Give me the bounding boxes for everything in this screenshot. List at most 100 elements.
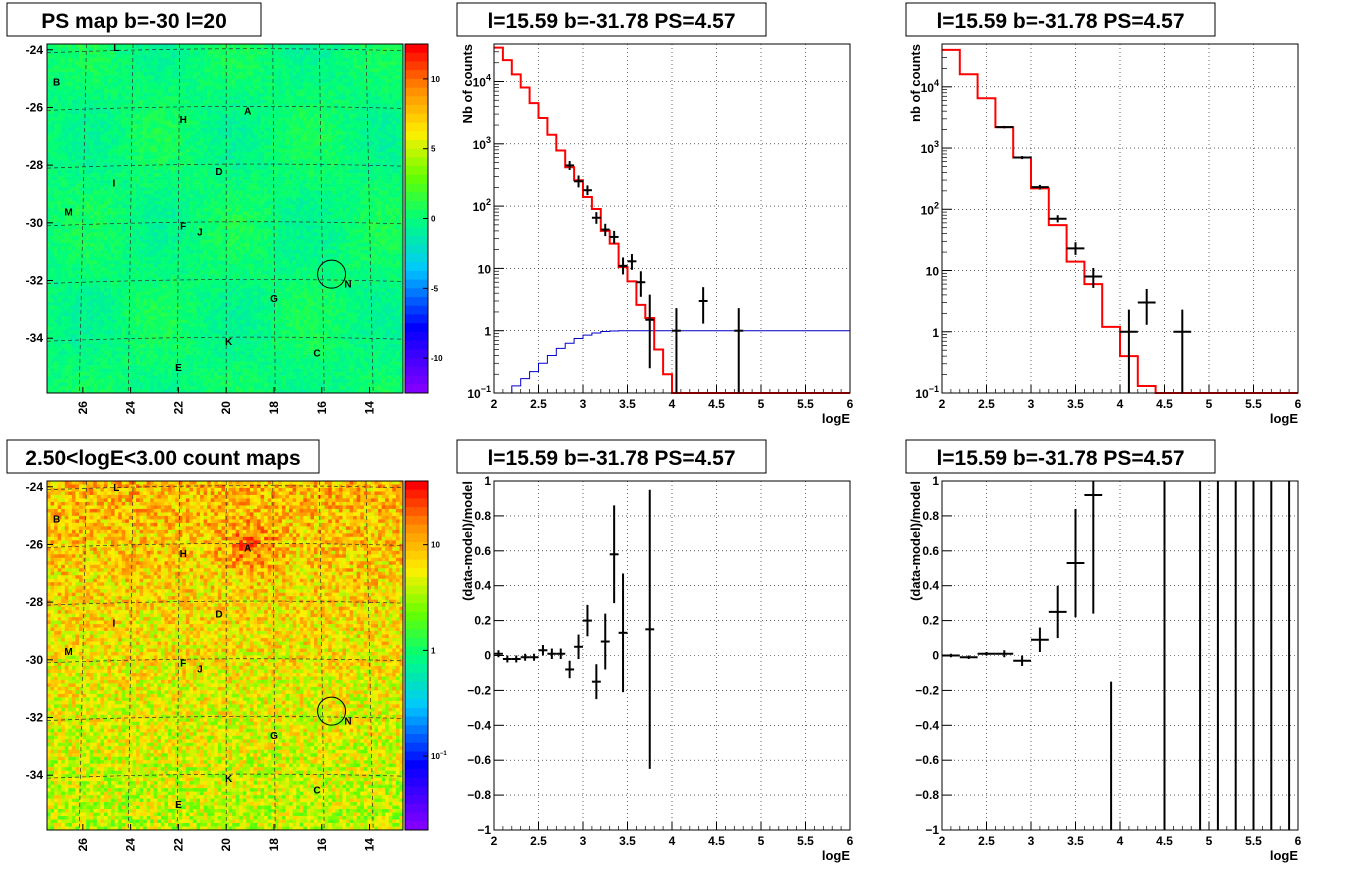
map-cell — [196, 166, 201, 170]
map-cell — [57, 368, 62, 373]
map-cell — [157, 85, 162, 90]
map-cell — [57, 225, 62, 230]
map-cell — [100, 89, 105, 94]
map-cell — [178, 117, 183, 122]
map-cell — [86, 270, 91, 275]
map-cell — [61, 368, 66, 373]
map-cell — [79, 120, 83, 125]
map-cell — [178, 333, 183, 338]
map-cell — [61, 187, 66, 191]
map-cell — [136, 215, 140, 219]
map-cell — [64, 281, 69, 286]
map-cell — [111, 92, 115, 97]
map-cell — [182, 351, 187, 355]
map-cell — [200, 368, 204, 373]
map-cell — [68, 194, 73, 198]
map-cell — [214, 148, 219, 153]
map-cell — [139, 218, 144, 223]
map-cell — [139, 85, 144, 90]
map-cell — [150, 354, 155, 359]
map-cell — [100, 159, 105, 163]
map-cell — [100, 190, 105, 195]
map-cell — [103, 131, 108, 136]
map-cell — [79, 155, 83, 160]
map-cell — [86, 326, 91, 331]
map-cell — [214, 372, 219, 376]
map-cell — [203, 201, 208, 205]
map-cell — [107, 274, 112, 279]
map-cell — [139, 57, 144, 62]
map-cell — [217, 218, 222, 223]
map-cell — [86, 82, 91, 87]
map-cell — [160, 302, 165, 307]
map-cell — [168, 312, 172, 317]
map-cell — [185, 337, 190, 341]
map-cell — [146, 92, 151, 97]
map-cell — [128, 194, 133, 198]
map-cell — [114, 50, 119, 55]
map-cell — [96, 68, 101, 73]
map-cell — [157, 120, 162, 125]
map-cell — [146, 354, 151, 359]
map-cell — [75, 382, 80, 387]
map-cell — [50, 389, 55, 394]
map-cell — [150, 71, 155, 76]
map-cell — [168, 305, 172, 310]
map-cell — [75, 309, 80, 314]
map-cell — [128, 260, 133, 265]
map-cell — [128, 82, 133, 87]
map-cell — [71, 50, 76, 55]
map-cell — [79, 337, 83, 341]
map-cell — [192, 148, 197, 153]
map-cell — [71, 106, 76, 111]
map-cell — [143, 284, 147, 289]
map-cell — [192, 228, 197, 233]
map-cell — [143, 141, 147, 146]
map-cell — [132, 347, 137, 352]
map-cell — [121, 312, 126, 317]
map-cell — [96, 228, 101, 233]
map-cell — [168, 201, 172, 205]
map-cell — [107, 302, 112, 307]
map-cell — [146, 225, 151, 230]
map-cell — [192, 61, 197, 66]
map-cell — [210, 47, 215, 52]
map-cell — [118, 96, 123, 101]
map-cell — [54, 85, 58, 90]
map-cell — [192, 361, 197, 366]
map-cell — [114, 365, 119, 369]
map-cell — [217, 354, 222, 359]
map-cell — [182, 281, 187, 286]
map-cell — [54, 270, 58, 275]
map-cell — [196, 155, 201, 160]
map-cell — [71, 358, 76, 362]
map-cell — [207, 64, 212, 69]
map-cell — [114, 204, 119, 209]
map-cell — [221, 260, 226, 265]
map-cell — [103, 239, 108, 244]
map-cell — [79, 82, 83, 87]
map-cell — [153, 215, 158, 219]
map-cell — [96, 47, 101, 52]
map-cell — [139, 82, 144, 87]
map-cell — [47, 263, 51, 268]
map-cell — [132, 75, 137, 80]
map-cell — [192, 131, 197, 136]
map-cell — [189, 302, 194, 307]
map-cell — [125, 239, 130, 244]
map-cell — [207, 347, 212, 352]
map-cell — [168, 75, 172, 80]
map-cell — [136, 253, 140, 258]
map-cell — [86, 358, 91, 362]
map-cell — [196, 78, 201, 83]
map-cell — [153, 85, 158, 90]
map-cell — [79, 281, 83, 286]
map-cell — [128, 215, 133, 219]
map-cell — [125, 354, 130, 359]
map-cell — [47, 113, 51, 118]
map-cell — [192, 330, 197, 334]
map-cell — [217, 372, 222, 376]
map-cell — [96, 365, 101, 369]
map-cell — [143, 305, 147, 310]
map-cell — [171, 386, 176, 390]
